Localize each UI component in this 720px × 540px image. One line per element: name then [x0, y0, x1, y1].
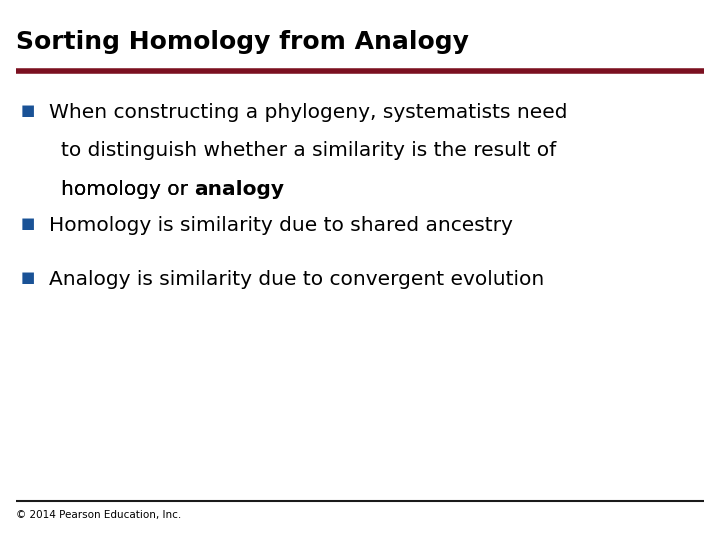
Text: ■: ■: [20, 270, 35, 285]
Text: Sorting Homology from Analogy: Sorting Homology from Analogy: [16, 30, 469, 53]
Text: ■: ■: [20, 103, 35, 118]
Text: to distinguish whether a similarity is the result of: to distinguish whether a similarity is t…: [61, 141, 557, 160]
Text: Homology is similarity due to shared ancestry: Homology is similarity due to shared anc…: [49, 216, 513, 235]
Text: homology or: homology or: [61, 180, 194, 199]
Text: When constructing a phylogeny, systematists need: When constructing a phylogeny, systemati…: [49, 103, 567, 122]
Text: © 2014 Pearson Education, Inc.: © 2014 Pearson Education, Inc.: [16, 510, 181, 521]
Text: ■: ■: [20, 216, 35, 231]
Text: homology or: homology or: [61, 180, 194, 199]
Text: Analogy is similarity due to convergent evolution: Analogy is similarity due to convergent …: [49, 270, 544, 289]
Text: analogy: analogy: [194, 180, 284, 199]
